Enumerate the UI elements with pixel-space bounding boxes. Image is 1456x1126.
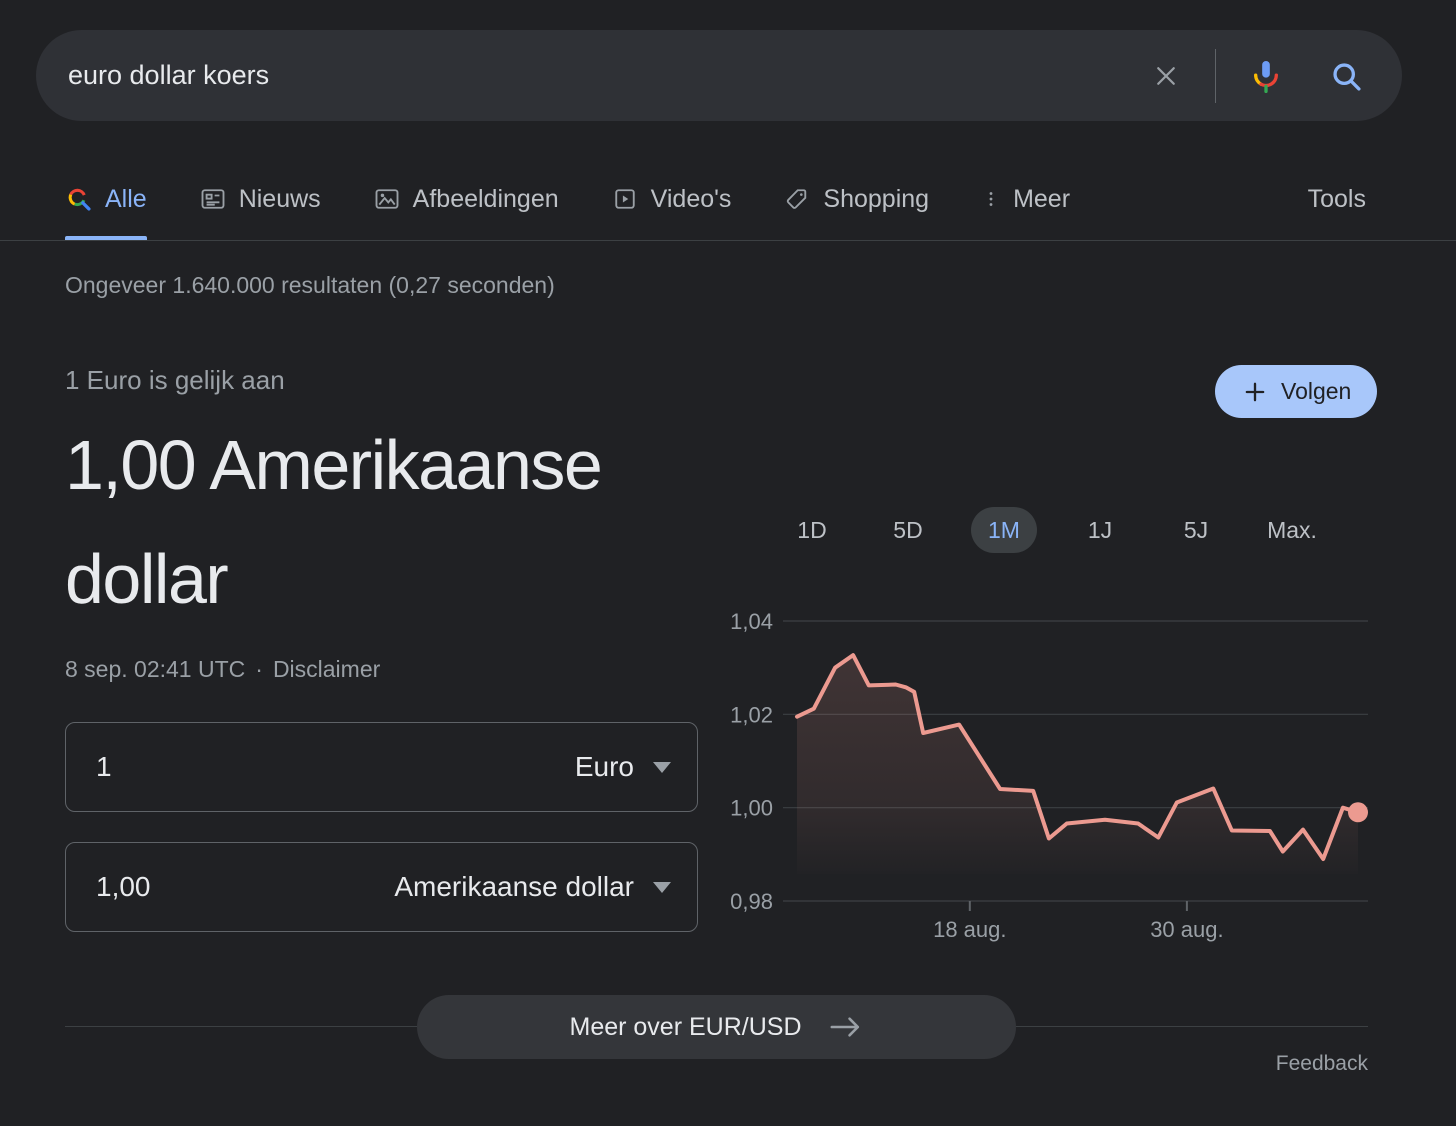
time-range-selector: 1D 5D 1M 1J 5J Max. [727, 507, 1377, 553]
tab-meer[interactable]: Meer [981, 158, 1070, 240]
mic-icon[interactable] [1246, 56, 1286, 96]
converter-to-row: Amerikaanse dollar [65, 842, 698, 932]
tab-videos[interactable]: Video's [611, 158, 732, 240]
tab-label: Meer [1013, 184, 1071, 213]
range-max[interactable]: Max. [1267, 516, 1317, 543]
tab-label: Afbeeldingen [412, 184, 559, 213]
chevron-down-icon [653, 881, 671, 893]
three-dots-vertical-icon [989, 192, 993, 206]
price-tag-icon [787, 189, 807, 209]
tab-label: Shopping [823, 184, 930, 213]
tab-alle[interactable]: Alle [65, 158, 147, 240]
clear-icon[interactable] [1151, 61, 1181, 91]
search-input[interactable] [66, 59, 1151, 92]
image-icon [375, 189, 399, 209]
feedback-link[interactable]: Feedback [1275, 1052, 1368, 1075]
to-currency-select[interactable]: Amerikaanse dollar [394, 871, 671, 903]
range-1m[interactable]: 1M [971, 507, 1037, 553]
more-about-button[interactable]: Meer over EUR/USD [417, 995, 1016, 1059]
tab-label: Video's [650, 184, 732, 213]
divider [65, 1026, 417, 1027]
dot-separator: · [255, 656, 263, 682]
svg-text:30 aug.: 30 aug. [1150, 917, 1223, 942]
range-1j[interactable]: 1J [1087, 516, 1113, 543]
range-1d[interactable]: 1D [797, 516, 827, 543]
from-currency-select[interactable]: Euro [575, 751, 671, 783]
tab-shopping[interactable]: Shopping [783, 158, 929, 240]
rate-chart[interactable]: 1,04 1,02 1,00 0,98 18 aug. 30 aug. [720, 598, 1370, 944]
rate-timestamp-row: 8 sep. 02:41 UTC · Disclaimer [65, 656, 380, 683]
svg-text:1,00: 1,00 [730, 796, 773, 821]
results-stats: Ongeveer 1.640.000 resultaten (0,27 seco… [65, 272, 555, 298]
conversion-subtitle: 1 Euro is gelijk aan [65, 365, 285, 395]
newspaper-icon [201, 189, 225, 209]
range-5d[interactable]: 5D [893, 516, 923, 543]
to-currency-label: Amerikaanse dollar [394, 871, 634, 902]
arrow-right-icon [830, 1017, 859, 1037]
rate-timestamp: 8 sep. 02:41 UTC [65, 656, 246, 682]
range-5j[interactable]: 5J [1183, 516, 1209, 543]
tab-label: Alle [105, 184, 147, 213]
svg-text:1,02: 1,02 [730, 702, 773, 727]
plus-icon [1245, 382, 1265, 401]
follow-button[interactable]: Volgen [1215, 365, 1378, 418]
tab-nieuws[interactable]: Nieuws [199, 158, 321, 240]
google-colored-magnifier-icon [68, 188, 91, 211]
conversion-result: 1,00 Amerikaanse dollar [65, 426, 603, 618]
svg-text:1,04: 1,04 [730, 609, 773, 634]
searchbar-divider [1215, 48, 1216, 103]
chevron-down-icon [653, 761, 671, 773]
more-about-label: Meer over EUR/USD [569, 1012, 802, 1041]
disclaimer-link[interactable]: Disclaimer [272, 656, 381, 682]
search-icon[interactable] [1328, 58, 1364, 94]
svg-text:0,98: 0,98 [730, 889, 773, 914]
tab-label: Nieuws [238, 184, 321, 213]
tab-afbeeldingen[interactable]: Afbeeldingen [373, 158, 559, 240]
tab-tools[interactable]: Tools [1307, 184, 1366, 213]
to-amount-input[interactable] [94, 870, 328, 904]
results-tab-bar: Alle Nieuws Afbeeldingen Video's Shoppin… [0, 158, 1456, 241]
follow-label: Volgen [1281, 378, 1352, 404]
search-bar[interactable] [36, 30, 1402, 121]
from-amount-input[interactable] [94, 750, 328, 784]
converter-from-row: Euro [65, 722, 698, 812]
divider [1016, 1026, 1368, 1027]
play-box-icon [614, 189, 635, 209]
from-currency-label: Euro [574, 751, 634, 782]
svg-text:18 aug.: 18 aug. [933, 917, 1006, 942]
